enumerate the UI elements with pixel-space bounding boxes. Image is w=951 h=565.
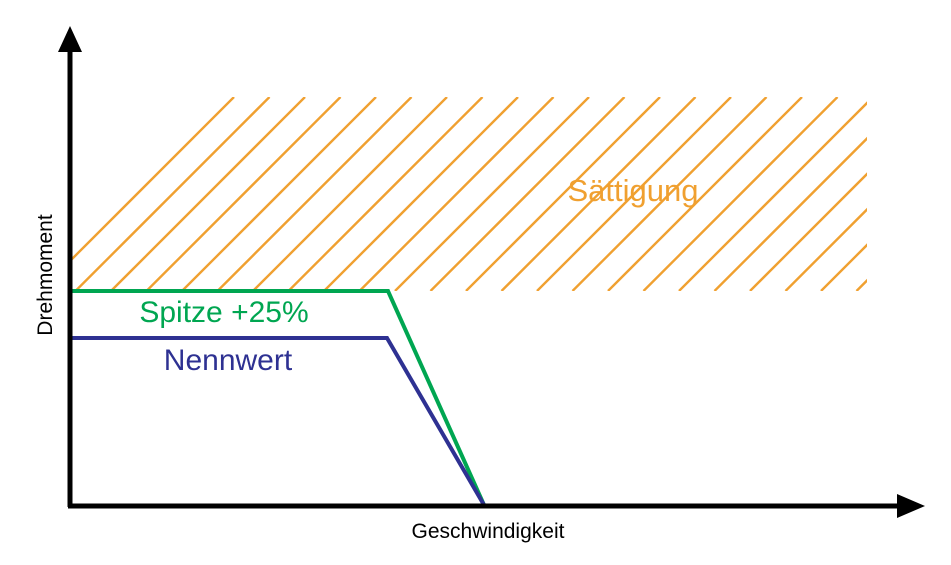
hatch-line <box>145 97 342 291</box>
hatch-line <box>252 97 448 291</box>
y-axis-label: Drehmoment <box>34 214 57 336</box>
axes <box>58 26 925 518</box>
x-axis-label: Geschwindigkeit <box>412 520 565 543</box>
hatch-line <box>216 97 413 291</box>
hatch-line <box>394 97 590 291</box>
hatch-line <box>642 97 839 291</box>
rated-label: Nennwert <box>164 344 293 377</box>
hatch-line <box>607 97 803 291</box>
hatch-line <box>892 97 951 291</box>
hatch-line <box>784 207 867 291</box>
rated-torque-curve <box>70 336 486 507</box>
hatch-line <box>928 97 951 291</box>
peak-torque-curve <box>70 289 486 506</box>
hatch-line <box>465 97 661 291</box>
hatch-line <box>855 278 867 291</box>
hatch-line <box>536 97 732 291</box>
hatch-line <box>678 101 867 291</box>
hatch-line <box>110 97 306 291</box>
hatch-line <box>820 243 867 291</box>
hatch-line <box>429 97 626 291</box>
peak-label: Spitze +25% <box>139 296 308 329</box>
saturation-hatch <box>70 97 951 291</box>
hatch-line <box>181 97 377 291</box>
saturation-label: Sättigung <box>568 173 699 208</box>
saturation-zone <box>70 97 951 291</box>
hatch-line <box>713 136 867 291</box>
x-axis-arrow <box>897 494 925 518</box>
hatch-line <box>749 172 867 291</box>
hatch-line <box>323 97 519 291</box>
hatch-line <box>358 97 555 291</box>
hatch-line <box>571 97 768 291</box>
y-axis-arrow <box>58 26 82 52</box>
hatch-line <box>500 97 697 291</box>
hatch-line <box>287 97 484 291</box>
hatch-line <box>74 97 271 291</box>
